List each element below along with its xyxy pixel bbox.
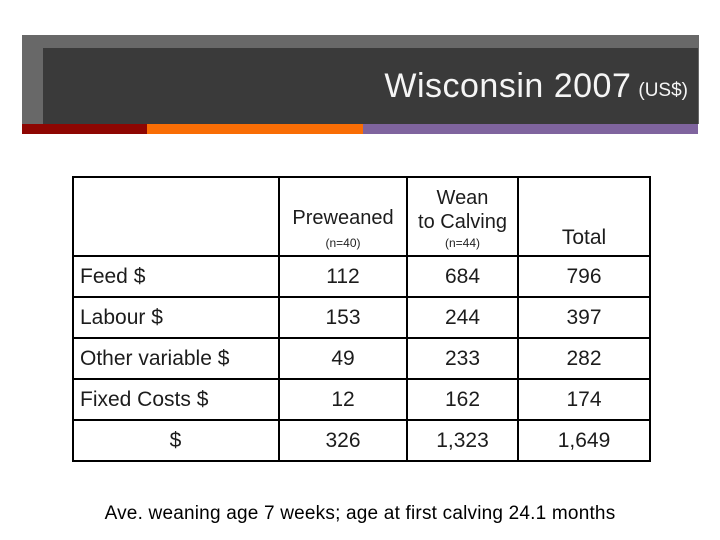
table-row: Feed $ 112 684 796 bbox=[72, 255, 651, 298]
value-cell: 326 bbox=[278, 419, 408, 462]
page-title: Wisconsin 2007 bbox=[384, 67, 632, 105]
header-cell-preweaned: Preweaned (n=40) bbox=[278, 176, 408, 257]
accent-bar-red bbox=[22, 124, 147, 134]
header-cell-empty bbox=[72, 176, 280, 257]
column-header-label: Wean bbox=[436, 187, 489, 209]
row-label: Other variable $ bbox=[72, 337, 280, 380]
row-label: $ bbox=[72, 419, 280, 462]
value-cell: 397 bbox=[517, 296, 651, 339]
cost-table: Preweaned (n=40) Wean to Calving (n=44) … bbox=[72, 176, 651, 462]
table-row: Other variable $ 49 233 282 bbox=[72, 337, 651, 380]
accent-bar-orange bbox=[147, 124, 363, 134]
value-cell: 796 bbox=[517, 255, 651, 298]
column-header-label: Preweaned bbox=[292, 207, 394, 229]
page-title-currency-unit: (US$) bbox=[638, 79, 688, 101]
value-cell: 112 bbox=[278, 255, 408, 298]
value-cell: 153 bbox=[278, 296, 408, 339]
row-label: Labour $ bbox=[72, 296, 280, 339]
column-header-sample-size: (n=44) bbox=[444, 236, 481, 250]
value-cell: 684 bbox=[406, 255, 519, 298]
row-label: Fixed Costs $ bbox=[72, 378, 280, 421]
accent-bar-row bbox=[22, 124, 698, 134]
column-header-label: to Calving bbox=[418, 211, 507, 233]
value-cell: 12 bbox=[278, 378, 408, 421]
header-cell-wean-to-calving: Wean to Calving (n=44) bbox=[406, 176, 519, 257]
table-header-row: Preweaned (n=40) Wean to Calving (n=44) … bbox=[72, 176, 651, 257]
value-cell: 1,323 bbox=[406, 419, 519, 462]
value-cell: 244 bbox=[406, 296, 519, 339]
value-cell: 1,649 bbox=[517, 419, 651, 462]
column-header-label: Total bbox=[561, 226, 607, 249]
header-cell-total: Total bbox=[517, 176, 651, 257]
table-row-totals: $ 326 1,323 1,649 bbox=[72, 419, 651, 462]
value-cell: 282 bbox=[517, 337, 651, 380]
title-bar: Wisconsin 2007 (US$) bbox=[43, 48, 698, 124]
value-cell: 174 bbox=[517, 378, 651, 421]
table-row: Fixed Costs $ 12 162 174 bbox=[72, 378, 651, 421]
accent-bar-purple bbox=[363, 124, 698, 134]
value-cell: 233 bbox=[406, 337, 519, 380]
column-header-sample-size: (n=40) bbox=[325, 236, 361, 250]
row-label: Feed $ bbox=[72, 255, 280, 298]
value-cell: 162 bbox=[406, 378, 519, 421]
table-row: Labour $ 153 244 397 bbox=[72, 296, 651, 339]
footnote-caption: Ave. weaning age 7 weeks; age at first c… bbox=[104, 503, 616, 524]
value-cell: 49 bbox=[278, 337, 408, 380]
